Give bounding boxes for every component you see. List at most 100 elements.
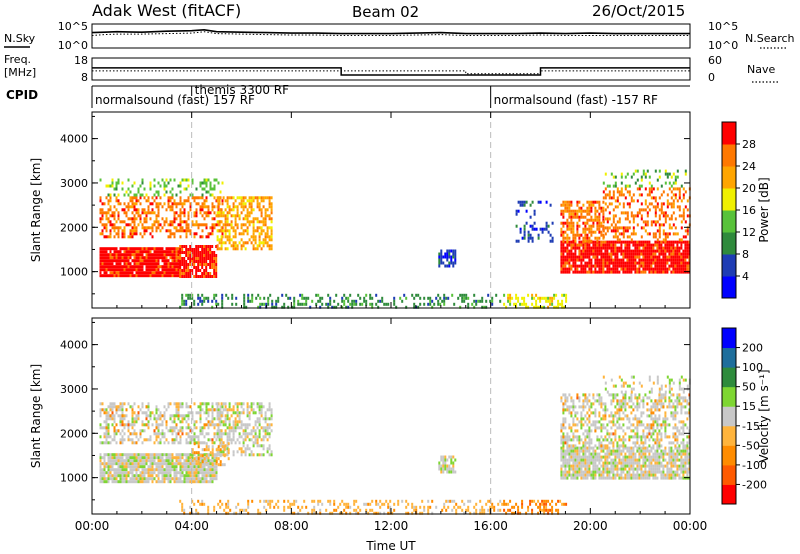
heatmap-cell (268, 432, 271, 436)
heatmap-cell (539, 508, 542, 512)
heatmap-cell (451, 293, 454, 297)
heatmap-cell (562, 215, 565, 219)
heatmap-cell (185, 414, 188, 418)
heatmap-cell (203, 245, 206, 248)
heatmap-cell (642, 226, 645, 230)
heatmap-cell (349, 293, 352, 297)
heatmap-cell (135, 229, 138, 233)
heatmap-cell (248, 405, 251, 409)
heatmap-cell (111, 438, 114, 442)
heatmap-cell (201, 260, 204, 263)
heatmap-cell (568, 209, 571, 213)
heatmap-cell (205, 266, 208, 269)
heatmap-cell (489, 299, 492, 303)
heatmap-cell (618, 270, 621, 274)
heatmap-cell (656, 205, 659, 209)
heatmap-cell (109, 453, 112, 457)
heatmap-cell (151, 462, 154, 466)
heatmap-cell (113, 253, 116, 257)
heatmap-cell (618, 240, 621, 244)
heatmap-cell (155, 229, 158, 233)
heatmap-cell (666, 240, 669, 244)
heatmap-cell (452, 252, 455, 256)
heatmap-cell (658, 246, 661, 250)
heatmap-cell (598, 236, 601, 240)
heatmap-cell (181, 414, 184, 418)
heatmap-cell (608, 264, 611, 268)
heatmap-cell (187, 214, 190, 218)
heatmap-cell (572, 215, 575, 219)
heatmap-cell (638, 264, 641, 268)
heatmap-cell (682, 235, 685, 239)
heatmap-cell (391, 511, 394, 515)
heatmap-cell (119, 414, 122, 418)
heatmap-cell (165, 438, 168, 442)
heatmap-cell (177, 480, 180, 484)
heatmap-cell (670, 226, 673, 230)
heatmap-cell (638, 240, 641, 244)
heatmap-cell (121, 471, 124, 475)
heatmap-cell (141, 259, 144, 263)
heatmap-cell (405, 511, 408, 515)
heatmap-cell (590, 458, 593, 462)
heatmap-cell (620, 187, 623, 191)
heatmap-cell (450, 461, 453, 465)
heatmap-cell (177, 223, 180, 227)
heatmap-cell (183, 266, 186, 269)
heatmap-cell (574, 239, 577, 243)
heatmap-cell (670, 175, 673, 179)
heatmap-cell (450, 470, 453, 474)
heatmap-cell (248, 214, 251, 218)
heatmap-cell (519, 302, 522, 306)
heatmap-cell (139, 453, 142, 457)
heatmap-cell (614, 235, 617, 239)
heatmap-cell (582, 461, 585, 465)
heatmap-cell (630, 255, 633, 259)
heatmap-cell (185, 468, 188, 472)
heatmap-cell (568, 449, 571, 453)
heatmap-cell (179, 214, 182, 218)
heatmap-cell (473, 511, 476, 515)
heatmap-cell (574, 249, 577, 253)
heatmap-cell (135, 226, 138, 230)
heatmap-cell (642, 252, 645, 256)
heatmap-cell (201, 471, 204, 475)
heatmap-cell (121, 256, 124, 260)
heatmap-cell (311, 299, 314, 303)
heatmap-cell (175, 250, 178, 254)
heatmap-cell (189, 471, 192, 475)
heatmap-cell (167, 462, 170, 466)
heatmap-cell (258, 420, 261, 424)
heatmap-cell (171, 205, 174, 209)
heatmap-cell (193, 480, 196, 484)
heatmap-cell (257, 305, 260, 309)
heatmap-cell (199, 411, 202, 415)
heatmap-cell (187, 229, 190, 233)
heatmap-cell (431, 499, 434, 503)
heatmap-cell (203, 468, 206, 472)
heatmap-cell (115, 456, 118, 460)
heatmap-cell (469, 511, 472, 515)
heatmap-cell (123, 202, 126, 206)
heatmap-cell (674, 255, 677, 259)
heatmap-cell (684, 205, 687, 209)
heatmap-cell (664, 172, 667, 176)
heatmap-cell (125, 214, 128, 218)
heatmap-cell (137, 268, 140, 272)
heatmap-cell (670, 261, 673, 265)
heatmap-cell (143, 229, 146, 233)
heatmap-cell (131, 420, 134, 424)
heatmap-cell (517, 200, 520, 204)
heatmap-cell (684, 229, 687, 233)
heatmap-cell (465, 508, 468, 512)
heatmap-cell (578, 270, 581, 274)
heatmap-cell (660, 205, 663, 209)
heatmap-cell (640, 261, 643, 265)
heatmap-cell (682, 187, 685, 191)
heatmap-cell (193, 196, 196, 200)
heatmap-cell (293, 511, 296, 515)
heatmap-cell (246, 208, 249, 212)
heatmap-cell (117, 193, 120, 197)
heatmap-cell (195, 208, 198, 212)
heatmap-cell (224, 232, 227, 236)
